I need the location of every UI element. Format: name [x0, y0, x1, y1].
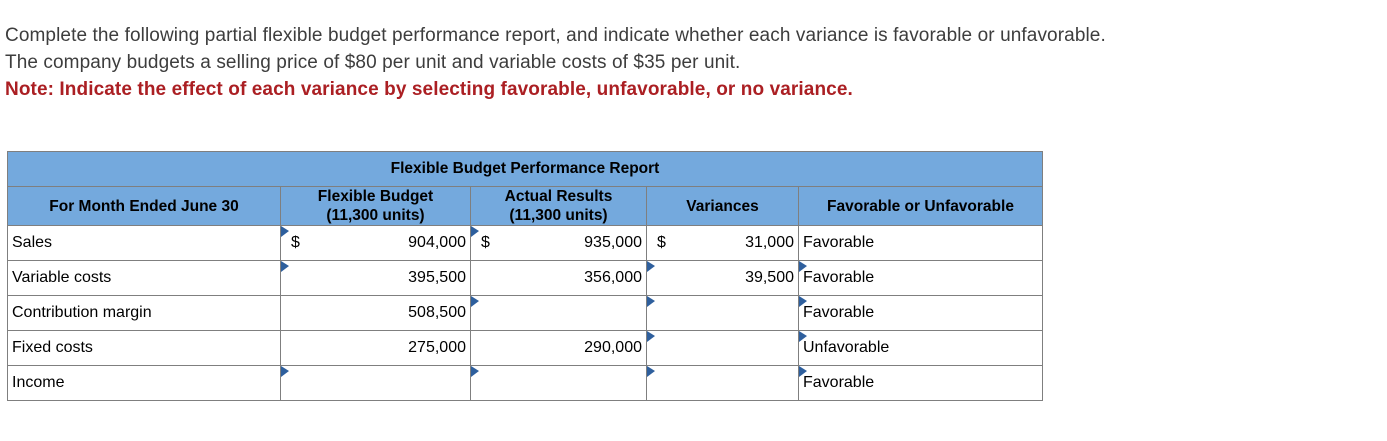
- cell-income-flexible-budget-input[interactable]: [280, 365, 471, 401]
- amount-value: 275,000: [408, 339, 466, 356]
- row-label-variable-costs: Variable costs: [7, 260, 281, 296]
- amount-value: 904,000: [408, 234, 466, 251]
- amount-value: 935,000: [584, 234, 642, 251]
- flexible-budget-header-label: Flexible Budget: [317, 188, 434, 205]
- column-header-flexible-budget: Flexible Budget (11,300 units): [280, 186, 471, 226]
- row-label-sales: Sales: [7, 225, 281, 261]
- answer-marker-icon: [471, 296, 479, 307]
- table-row-contribution-margin: Contribution margin 508,500 Favorable: [7, 295, 1043, 331]
- cell-contribution-margin-variance-input[interactable]: [646, 295, 799, 331]
- answer-marker-icon: [647, 366, 655, 377]
- column-header-variances: Variances: [646, 186, 799, 226]
- table-row-income: Income Favorable: [7, 365, 1043, 401]
- cell-fixed-costs-flexible-budget: 275,000: [280, 330, 471, 366]
- table-row-variable-costs: Variable costs 395,500 356,000 39,500 Fa…: [7, 260, 1043, 296]
- actual-results-header-label: Actual Results: [504, 188, 613, 205]
- column-header-actual-results: Actual Results (11,300 units): [470, 186, 647, 226]
- cell-fixed-costs-effect-select[interactable]: Unfavorable: [798, 330, 1043, 366]
- answer-marker-icon: [281, 366, 289, 377]
- answer-marker-icon: [471, 366, 479, 377]
- row-label-income: Income: [7, 365, 281, 401]
- cell-sales-flexible-budget-input[interactable]: $ 904,000: [280, 225, 471, 261]
- cell-contribution-margin-effect-select[interactable]: Favorable: [798, 295, 1043, 331]
- cell-income-actual-results-input[interactable]: [470, 365, 647, 401]
- instruction-line-2: The company budgets a selling price of $…: [5, 52, 741, 73]
- cell-variable-costs-variance-input[interactable]: 39,500: [646, 260, 799, 296]
- row-label-fixed-costs: Fixed costs: [7, 330, 281, 366]
- answer-marker-icon: [647, 331, 655, 342]
- table-row-fixed-costs: Fixed costs 275,000 290,000 Unfavorable: [7, 330, 1043, 366]
- cell-fixed-costs-actual-results: 290,000: [470, 330, 647, 366]
- problem-instructions: Complete the following partial flexible …: [5, 22, 1387, 103]
- amount-value: 508,500: [408, 304, 466, 321]
- table-row-sales: Sales $ 904,000 $ 935,000 $ 31,000 Favor…: [7, 225, 1043, 261]
- amount-value: 39,500: [745, 269, 794, 286]
- column-header-month: For Month Ended June 30: [7, 186, 281, 226]
- cell-variable-costs-actual-results: 356,000: [470, 260, 647, 296]
- effect-value: Favorable: [803, 304, 875, 321]
- amount-value: 290,000: [584, 339, 642, 356]
- amount-value: 356,000: [584, 269, 642, 286]
- column-header-effect: Favorable or Unfavorable: [798, 186, 1043, 226]
- cell-sales-actual-results-input[interactable]: $ 935,000: [470, 225, 647, 261]
- effect-value: Favorable: [803, 374, 875, 391]
- cell-contribution-margin-actual-results-input[interactable]: [470, 295, 647, 331]
- cell-contribution-margin-flexible-budget: 508,500: [280, 295, 471, 331]
- cell-fixed-costs-variance-input[interactable]: [646, 330, 799, 366]
- cell-variable-costs-effect-select[interactable]: Favorable: [798, 260, 1043, 296]
- instruction-note: Note: Indicate the effect of each varian…: [5, 79, 853, 100]
- cell-income-effect-select[interactable]: Favorable: [798, 365, 1043, 401]
- answer-marker-icon: [647, 296, 655, 307]
- amount-value: 31,000: [745, 234, 794, 251]
- cell-sales-effect: Favorable: [798, 225, 1043, 261]
- row-label-contribution-margin: Contribution margin: [7, 295, 281, 331]
- flexible-budget-performance-table: Flexible Budget Performance Report For M…: [7, 151, 1043, 401]
- effect-value: Favorable: [803, 269, 875, 286]
- cell-variable-costs-flexible-budget-input[interactable]: 395,500: [280, 260, 471, 296]
- amount-value: 395,500: [408, 269, 466, 286]
- currency-symbol: $: [481, 234, 490, 251]
- flexible-budget-header-units: (11,300 units): [326, 207, 425, 224]
- instruction-line-1: Complete the following partial flexible …: [5, 25, 1106, 46]
- actual-results-header-units: (11,300 units): [509, 207, 608, 224]
- table-title: Flexible Budget Performance Report: [7, 151, 1043, 187]
- cell-income-variance-input[interactable]: [646, 365, 799, 401]
- currency-symbol: $: [291, 234, 300, 251]
- currency-symbol: $: [657, 234, 666, 251]
- effect-value: Unfavorable: [803, 339, 890, 356]
- cell-sales-variance: $ 31,000: [646, 225, 799, 261]
